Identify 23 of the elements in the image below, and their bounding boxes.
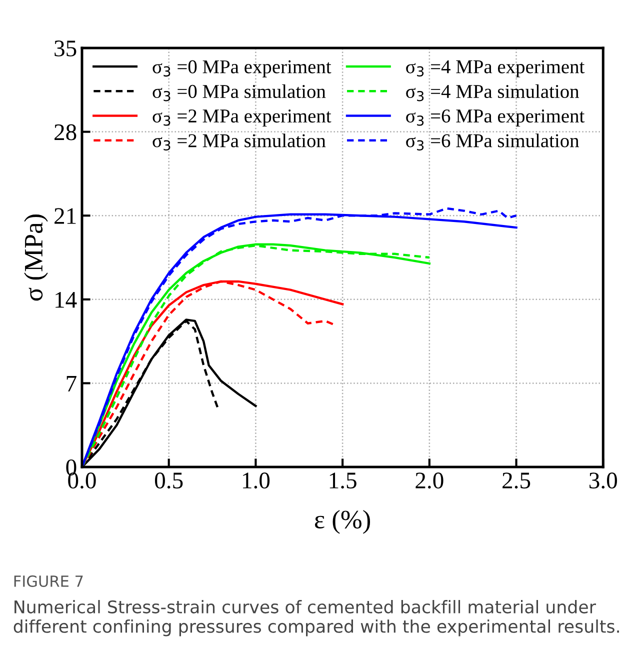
x-tick-label: 1.0 [243, 472, 270, 489]
x-tick-label: 2.0 [416, 472, 444, 489]
text: Numerical Stress-strain curves of cemented backfill material under different confining pressures compared with the experimental results. [14, 600, 619, 636]
legend-label: σ$_{3}$ =6 MPa experiment [406, 110, 585, 127]
y-tick-label: 35 [54, 40, 76, 56]
legend-label: σ$_{3}$ =2 MPa experiment [152, 110, 332, 127]
legend-label: σ$_{3}$ =0 MPa experiment [152, 60, 332, 78]
caption: FIGURE 7 [14, 575, 83, 587]
legend-label: σ$_{3}$ =6 MPa simulation [406, 134, 580, 150]
legend-label: σ$_{3}$ =4 MPa simulation [406, 84, 580, 102]
x-tick-label: 1.5 [330, 472, 356, 489]
x-axis-title: ε (%) [314, 510, 370, 534]
x-tick-label: 2.5 [502, 472, 530, 489]
x-tick-label: 0.5 [154, 472, 183, 489]
legend-label: σ$_{3}$ =4 MPa experiment [406, 60, 585, 78]
x-tick-label: 3.0 [590, 472, 617, 489]
legend-label: σ$_{3}$ =2 MPa simulation [152, 134, 326, 150]
y-tick-label: 28 [54, 124, 76, 140]
legend-label: σ$_{3}$ =0 MPa simulation [152, 84, 326, 102]
y-tick-label: 7 [66, 376, 76, 392]
y-tick-label: 21 [54, 208, 76, 224]
y-axis-title: σ (MPa) [24, 214, 48, 301]
y-tick-label: 14 [56, 292, 77, 308]
